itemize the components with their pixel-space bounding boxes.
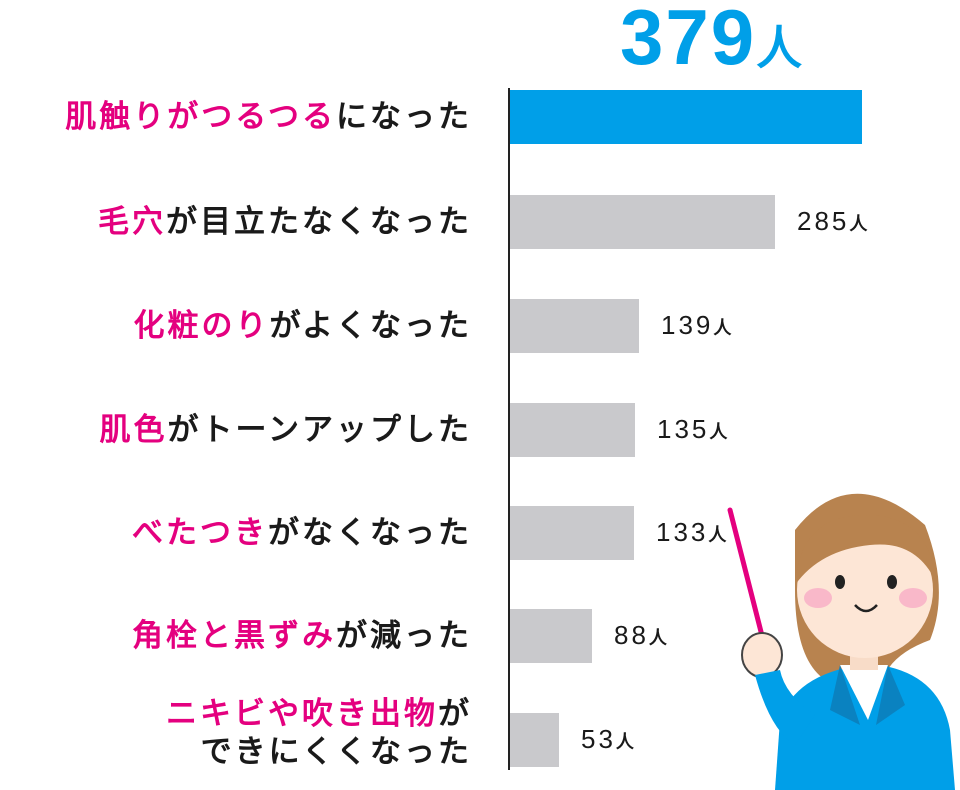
bar — [510, 90, 862, 144]
face — [797, 522, 933, 658]
category-label-highlight: 毛穴 — [98, 204, 166, 240]
teacher-illustration — [727, 493, 955, 790]
value-unit: 人 — [849, 214, 868, 235]
jacket-lapel-right — [876, 665, 905, 725]
bar — [510, 609, 592, 663]
collar — [840, 665, 888, 720]
mouth — [854, 604, 878, 613]
value-number: 285 — [797, 206, 850, 236]
category-label: 肌触りがつるつるになった — [65, 98, 472, 136]
value-unit: 人 — [615, 732, 634, 753]
right-cheek — [899, 588, 927, 608]
value-unit: 人 — [709, 422, 728, 443]
category-label: 化粧のりがよくなった — [134, 307, 472, 345]
category-label-rest: がなくなった — [268, 515, 472, 551]
category-label-line2: できにくくなった — [200, 734, 472, 770]
category-label-rest: がよくなった — [269, 308, 472, 344]
right-eye — [887, 575, 897, 589]
value-number: 139 — [661, 310, 714, 340]
category-label-highlight: べたつき — [132, 515, 268, 551]
category-label-highlight: 角栓と黒ずみ — [132, 618, 336, 654]
category-label-highlight: 肌触りがつるつる — [65, 99, 336, 135]
value-unit: 人 — [648, 628, 667, 649]
category-label-highlight: ニキビや吹き出物 — [166, 696, 438, 732]
category-label-rest: が減った — [336, 618, 472, 654]
value-unit: 人 — [756, 21, 803, 75]
hair-fringe — [795, 515, 935, 585]
value-number: 53 — [581, 724, 616, 754]
value-label: 285人 — [797, 206, 867, 237]
value-label: 139人 — [661, 310, 731, 341]
value-label: 53人 — [581, 724, 634, 755]
raised-hand — [741, 632, 783, 678]
category-axis-line — [508, 88, 510, 770]
bar — [510, 403, 635, 457]
value-label: 135人 — [657, 414, 727, 445]
value-label: 379人 — [620, 0, 802, 83]
category-label-rest: がトーンアップした — [167, 412, 472, 448]
arm — [755, 670, 815, 745]
category-label-highlight: 肌色 — [99, 412, 168, 448]
category-label: べたつきがなくなった — [132, 514, 472, 552]
value-number: 135 — [657, 414, 710, 444]
left-eye — [835, 575, 845, 589]
category-label-rest: になった — [336, 99, 472, 135]
bar — [510, 195, 775, 249]
category-label-rest: が — [438, 696, 472, 732]
value-number: 133 — [656, 517, 709, 547]
category-label: 毛穴が目立たなくなった — [98, 203, 472, 241]
jacket — [775, 665, 955, 790]
bar — [510, 299, 639, 353]
category-label: ニキビや吹き出物が できにくくなった — [166, 695, 472, 771]
category-label-rest: が目立たなくなった — [166, 204, 472, 240]
value-number: 379 — [620, 0, 757, 81]
bar — [510, 713, 559, 767]
jacket-lapel-left — [830, 665, 860, 725]
bar — [510, 506, 634, 560]
value-label: 133人 — [656, 517, 726, 548]
left-cheek — [804, 588, 832, 608]
value-unit: 人 — [713, 318, 732, 339]
category-label: 肌色がトーンアップした — [100, 411, 472, 449]
value-label: 88人 — [614, 620, 667, 651]
category-label-highlight: 化粧のり — [133, 308, 270, 344]
value-unit: 人 — [708, 525, 727, 546]
value-number: 88 — [614, 620, 649, 650]
category-label: 角栓と黒ずみが減った — [132, 617, 472, 655]
